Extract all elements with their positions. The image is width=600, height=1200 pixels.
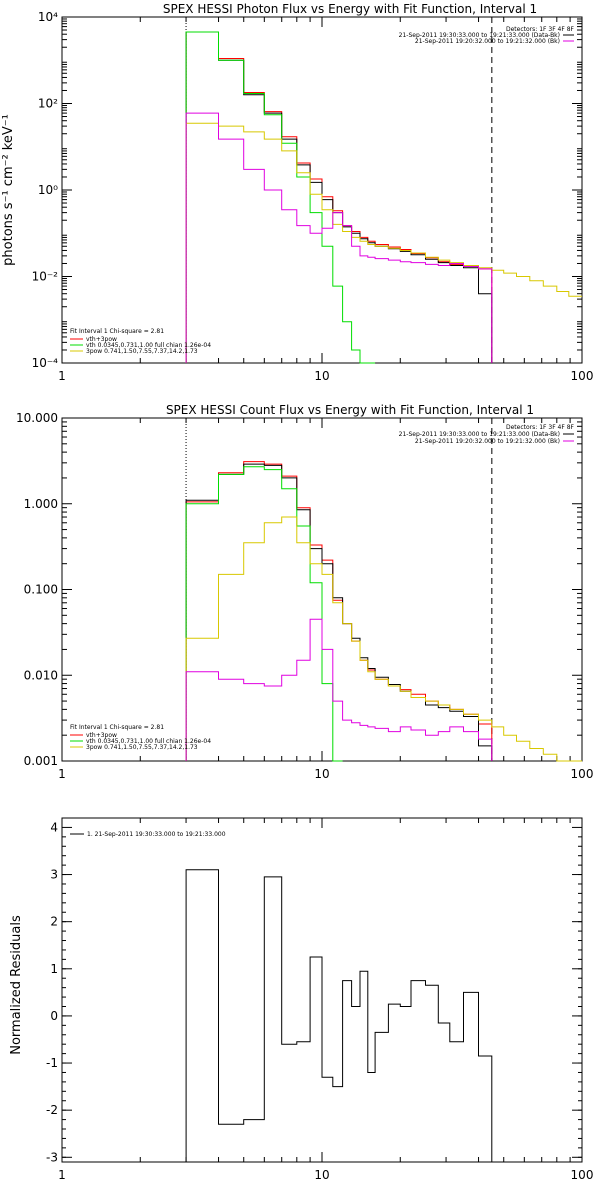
series-data bbox=[185, 31, 493, 363]
x-tick-label: 100 bbox=[571, 1168, 594, 1182]
y-tick-label: 4 bbox=[50, 820, 58, 834]
x-tick-label: 10 bbox=[314, 369, 329, 383]
y-tick-label: 0.010 bbox=[24, 668, 58, 682]
y-tick-label: 10² bbox=[38, 97, 58, 111]
series-3pow bbox=[185, 122, 582, 363]
count-fit-label-total: vth+3pow bbox=[86, 732, 117, 739]
count-fit-summary: Fit Interval 1 Chi-square = 2.81 bbox=[70, 724, 164, 731]
y-tick-label: 10⁴ bbox=[38, 10, 58, 24]
photon-legend-bk: 21-Sep-2011 19:20:32.000 to 19:21:32.000… bbox=[415, 38, 560, 45]
y-tick-label: 1 bbox=[50, 962, 58, 976]
y-tick-label: 10⁰ bbox=[38, 183, 58, 197]
y-tick-label: -2 bbox=[46, 1103, 58, 1117]
y-tick-label: 2 bbox=[50, 915, 58, 929]
series-bk bbox=[185, 112, 493, 363]
photon-legend-data-bk: 21-Sep-2011 19:30:33.000 to 19:21:33.000… bbox=[399, 32, 560, 39]
count-legend: Detectors: 1F 3F 4F 8F 21-Sep-2011 19:30… bbox=[70, 424, 575, 751]
count-legend-detectors: Detectors: 1F 3F 4F 8F bbox=[506, 424, 575, 431]
series-vth bbox=[185, 31, 376, 364]
count-flux-panel: SPEX HESSI Count Flux vs Energy with Fit… bbox=[16, 403, 593, 781]
y-tick-label: -1 bbox=[46, 1056, 58, 1070]
x-tick-label: 10 bbox=[314, 1168, 329, 1182]
y-tick-label: 0 bbox=[50, 1009, 58, 1023]
photon-fit-label-3pow: 3pow 0.741,1.50,7.55,7.37,14.2,1.73 bbox=[86, 348, 198, 355]
count-fit-label-vth: vth 0.0345,0.731,1.00 full chian 1.26e-0… bbox=[86, 738, 211, 745]
series-vth-3pow bbox=[185, 31, 493, 363]
residuals-legend: 1. 21-Sep-2011 19:30:33.000 to 19:21:33.… bbox=[70, 831, 226, 838]
series-residuals bbox=[185, 869, 493, 1162]
count-series-group bbox=[185, 461, 582, 762]
photon-fit-summary: Fit Interval 1 Chi-square = 2.81 bbox=[70, 328, 164, 335]
x-tick-label: 1 bbox=[58, 1168, 66, 1182]
series-bk bbox=[185, 618, 493, 761]
series-3pow bbox=[185, 516, 582, 762]
count-fit-label-3pow: 3pow 0.741,1.50,7.55,7.37,14.2,1.73 bbox=[86, 744, 198, 751]
y-tick-label: 3 bbox=[50, 868, 58, 882]
photon-flux-panel: SPEX HESSI Photon Flux vs Energy with Fi… bbox=[1, 2, 593, 383]
y-tick-label: 10⁻⁴ bbox=[32, 356, 59, 370]
x-tick-label: 100 bbox=[571, 767, 594, 781]
series-vth-3pow bbox=[185, 461, 493, 761]
series-vth bbox=[185, 466, 343, 762]
y-tick-label: 0.001 bbox=[24, 754, 58, 768]
count-panel-title: SPEX HESSI Count Flux vs Energy with Fit… bbox=[166, 403, 534, 417]
count-legend-data-bk: 21-Sep-2011 19:30:33.000 to 19:21:33.000… bbox=[399, 431, 560, 438]
photon-legend: Detectors: 1F 3F 4F 8F 21-Sep-2011 19:30… bbox=[70, 26, 575, 355]
count-axes: 1 10 100 10.000 1.000 0.100 0.010 0.001 bbox=[16, 411, 593, 781]
x-tick-label: 1 bbox=[58, 369, 66, 383]
residuals-legend-label: 1. 21-Sep-2011 19:30:33.000 to 19:21:33.… bbox=[87, 831, 226, 838]
y-tick-label: 0.100 bbox=[24, 583, 58, 597]
x-tick-label: 1 bbox=[58, 767, 66, 781]
photon-fit-label-vth: vth 0.0345,0.731,1.00 full chian 1.26e-0… bbox=[86, 342, 211, 349]
photon-y-axis-label: photons s⁻¹ cm⁻² keV⁻¹ bbox=[1, 114, 16, 266]
y-tick-label: -3 bbox=[46, 1150, 58, 1164]
y-tick-label: 10.000 bbox=[16, 411, 58, 425]
residuals-y-axis-label: Normalized Residuals bbox=[9, 915, 24, 1055]
series-data bbox=[185, 463, 493, 761]
x-tick-label: 10 bbox=[314, 767, 329, 781]
photon-panel-title: SPEX HESSI Photon Flux vs Energy with Fi… bbox=[163, 2, 537, 16]
y-tick-label: 10⁻² bbox=[32, 270, 59, 284]
photon-fit-label-total: vth+3pow bbox=[86, 336, 117, 343]
residuals-series-group bbox=[185, 869, 493, 1162]
x-tick-label: 100 bbox=[571, 369, 594, 383]
y-tick-label: 1.000 bbox=[24, 497, 58, 511]
photon-series-group bbox=[185, 31, 582, 364]
photon-legend-detectors: Detectors: 1F 3F 4F 8F bbox=[506, 26, 575, 33]
count-legend-bk: 21-Sep-2011 19:20:32.000 to 19:21:32.000… bbox=[415, 438, 560, 445]
